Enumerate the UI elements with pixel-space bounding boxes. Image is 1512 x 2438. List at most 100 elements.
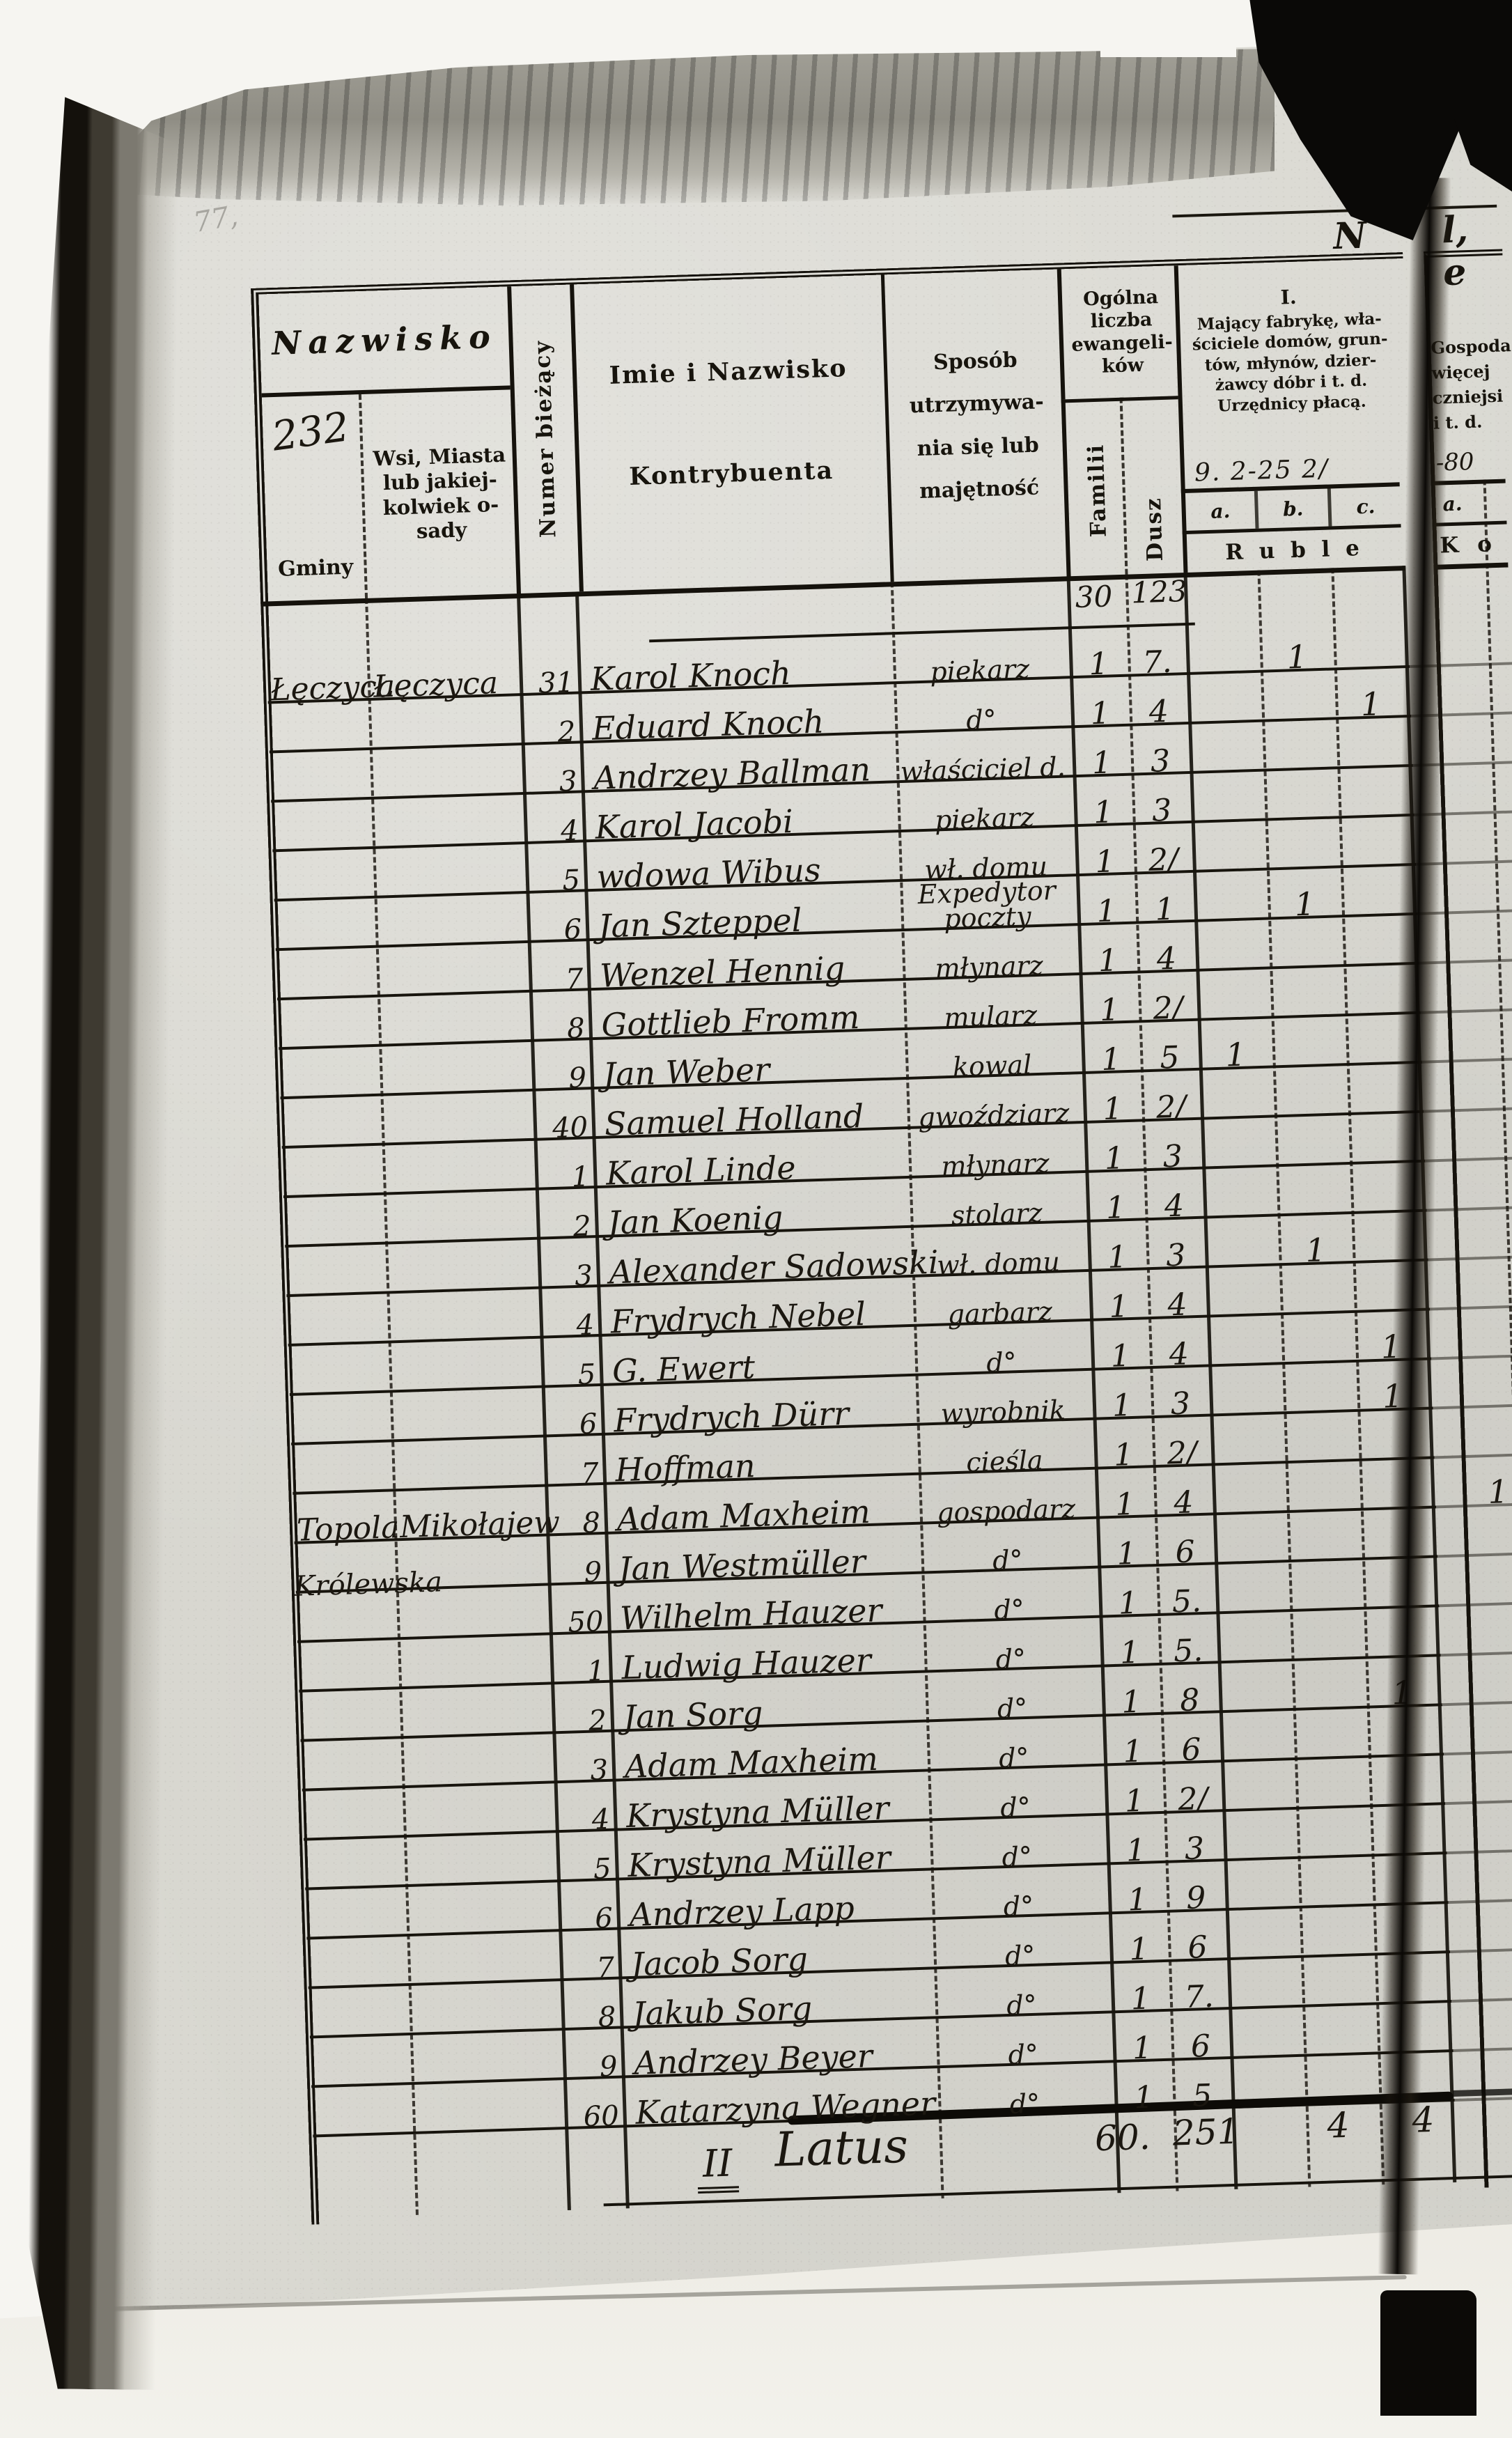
row-familii: 1: [1089, 695, 1111, 732]
section1-number: I.: [1280, 285, 1297, 309]
section1-handwritten-rates: 9. 2-25 2∕: [1194, 454, 1330, 488]
row-name: Hoffman: [614, 1447, 756, 1489]
row-familii: 1: [1130, 1980, 1151, 2017]
header-imie-line2: Kontrybuenta: [628, 456, 834, 491]
row-dusz: 2∕: [1166, 1435, 1198, 1472]
row-gmina: Topola: [296, 1509, 400, 1548]
row-number: 40: [552, 1111, 589, 1144]
row-dusz: 2∕: [1148, 841, 1179, 878]
row-number: 9: [583, 1556, 602, 1589]
header-dusz: Dusz: [1119, 396, 1184, 575]
header-nazwisko: Nazwisko: [258, 286, 511, 398]
row-familii: 1: [1107, 1239, 1128, 1275]
row-familii: 1: [1124, 1783, 1145, 1819]
row-number: 8: [566, 1012, 586, 1046]
row-number: 8: [582, 1507, 601, 1539]
header-imie-nazwisko: Imie i Nazwisko Kontrybuenta: [570, 275, 891, 592]
latus-label: Latus: [774, 2118, 910, 2178]
header-sposob: Sposób utrzymywa- nia się lub majętność: [880, 269, 1070, 582]
row-name: Karol Knoch: [590, 653, 792, 698]
row-name: Jan Koenig: [607, 1198, 784, 1242]
row-name: Frydrych Nebel: [610, 1294, 866, 1341]
latus-familii-total: 60.: [1094, 2116, 1151, 2159]
row-name: Jan Sorg: [622, 1693, 764, 1737]
row-number: 2: [572, 1210, 592, 1243]
row-name: Jan Szteppel: [598, 901, 803, 945]
row-familii: 1: [1116, 1535, 1137, 1572]
row-dusz: 7.: [1183, 1978, 1215, 2016]
row-familii: 1: [1127, 1881, 1148, 1918]
section1-text: Mający fabrykę, wła- ściciele domów, gru…: [1192, 309, 1388, 416]
row-dusz: 3: [1151, 792, 1173, 829]
row-familii: 1: [1113, 1437, 1135, 1473]
row-ruble-b: 1: [1286, 637, 1308, 676]
row-name: wdowa Wibus: [595, 851, 822, 896]
col-b-label: b.: [1254, 488, 1329, 529]
row-occupation: właściciel d.: [900, 751, 1066, 787]
row-dusz: 3: [1165, 1237, 1187, 1274]
row-familii: 1: [1128, 1931, 1150, 1968]
row-dusz: 5.: [1171, 1583, 1202, 1620]
row-dusz: 1: [1154, 891, 1176, 928]
row-dusz: 6: [1187, 1930, 1208, 1966]
row-number: 3: [589, 1753, 609, 1787]
row-name: Jacob Sorg: [630, 1940, 809, 1983]
row-name: Eduard Knoch: [591, 702, 825, 747]
row-familii: 1: [1093, 794, 1114, 831]
row-ruble-b: 1: [1304, 1231, 1327, 1270]
row-dusz: 3: [1170, 1385, 1191, 1422]
header-dusz-label: Dusz: [1141, 496, 1168, 561]
row-name: Andrzey Lapp: [628, 1888, 855, 1934]
table-rows: Łęczyca Łęczyca 31 Karol Knoch piekarz 1…: [262, 614, 1512, 2136]
row-familii: 1: [1105, 1190, 1126, 1227]
carry-familii: 30: [1075, 579, 1113, 614]
row-familii: 1: [1108, 1289, 1130, 1325]
running-title-left: N: [1332, 214, 1367, 258]
header-ruble: R u b l e: [1182, 524, 1403, 573]
row-number: 5: [577, 1358, 596, 1391]
row-familii: 1: [1121, 1684, 1142, 1721]
header-gminy: Gminy: [277, 554, 354, 582]
row-number: 2: [588, 1704, 607, 1737]
row-name: Karol Jacobi: [594, 802, 794, 846]
row-familii: 1: [1099, 992, 1120, 1029]
row-familii: 1: [1094, 844, 1116, 880]
row-number: 7: [595, 1951, 615, 1985]
row-name: Adam Maxheim: [616, 1492, 871, 1539]
row-number: 60: [583, 2099, 620, 2134]
row-dusz: 7.: [1141, 644, 1173, 681]
row-right-mark: 1: [1487, 1473, 1509, 1512]
row-dusz: 3: [1162, 1138, 1183, 1175]
row-dusz: 8: [1179, 1682, 1201, 1719]
row-number: 31: [538, 666, 575, 700]
row-dusz: 2∕: [1155, 1089, 1187, 1126]
header-wsi: Wsi, Miasta lub jakiej- kolwiek o- sady: [358, 389, 520, 599]
row-ruble-c: 1: [1360, 685, 1382, 724]
row-familii: 1: [1100, 1041, 1122, 1078]
row-ruble-a: 1: [1224, 1035, 1247, 1074]
row-familii: 1: [1091, 745, 1112, 782]
row-number: 7: [580, 1457, 600, 1490]
row-number: 1: [571, 1160, 591, 1194]
row-familii: 1: [1096, 893, 1117, 930]
row-name: Jakub Sorg: [632, 1989, 813, 2033]
row-gmina-line2: Królewska: [293, 1566, 443, 1603]
row-name: Wenzel Hennig: [599, 949, 845, 995]
header-numer-label: Numer bieżący: [529, 339, 561, 538]
col-a-label: a.: [1210, 499, 1231, 523]
row-name: Karol Linde: [605, 1149, 797, 1193]
spine-shadow-bottom: [1380, 2290, 1476, 2416]
header-familii-label: Familii: [1083, 443, 1112, 538]
row-familii: 1: [1102, 1091, 1123, 1128]
row-dusz: 4: [1167, 1287, 1188, 1323]
torn-left-edge: [16, 97, 179, 2390]
row-ruble-b: 1: [1294, 885, 1316, 924]
row-dusz: 4: [1168, 1336, 1190, 1373]
latus-ruble-b: 4: [1326, 2104, 1350, 2146]
row-number: 9: [568, 1062, 587, 1095]
row-number: 8: [598, 2001, 616, 2034]
row-occupation: Expedytor poczty: [917, 874, 1057, 935]
row-name: Ludwig Hauzer: [621, 1640, 872, 1687]
row-dusz: 4: [1148, 693, 1169, 730]
